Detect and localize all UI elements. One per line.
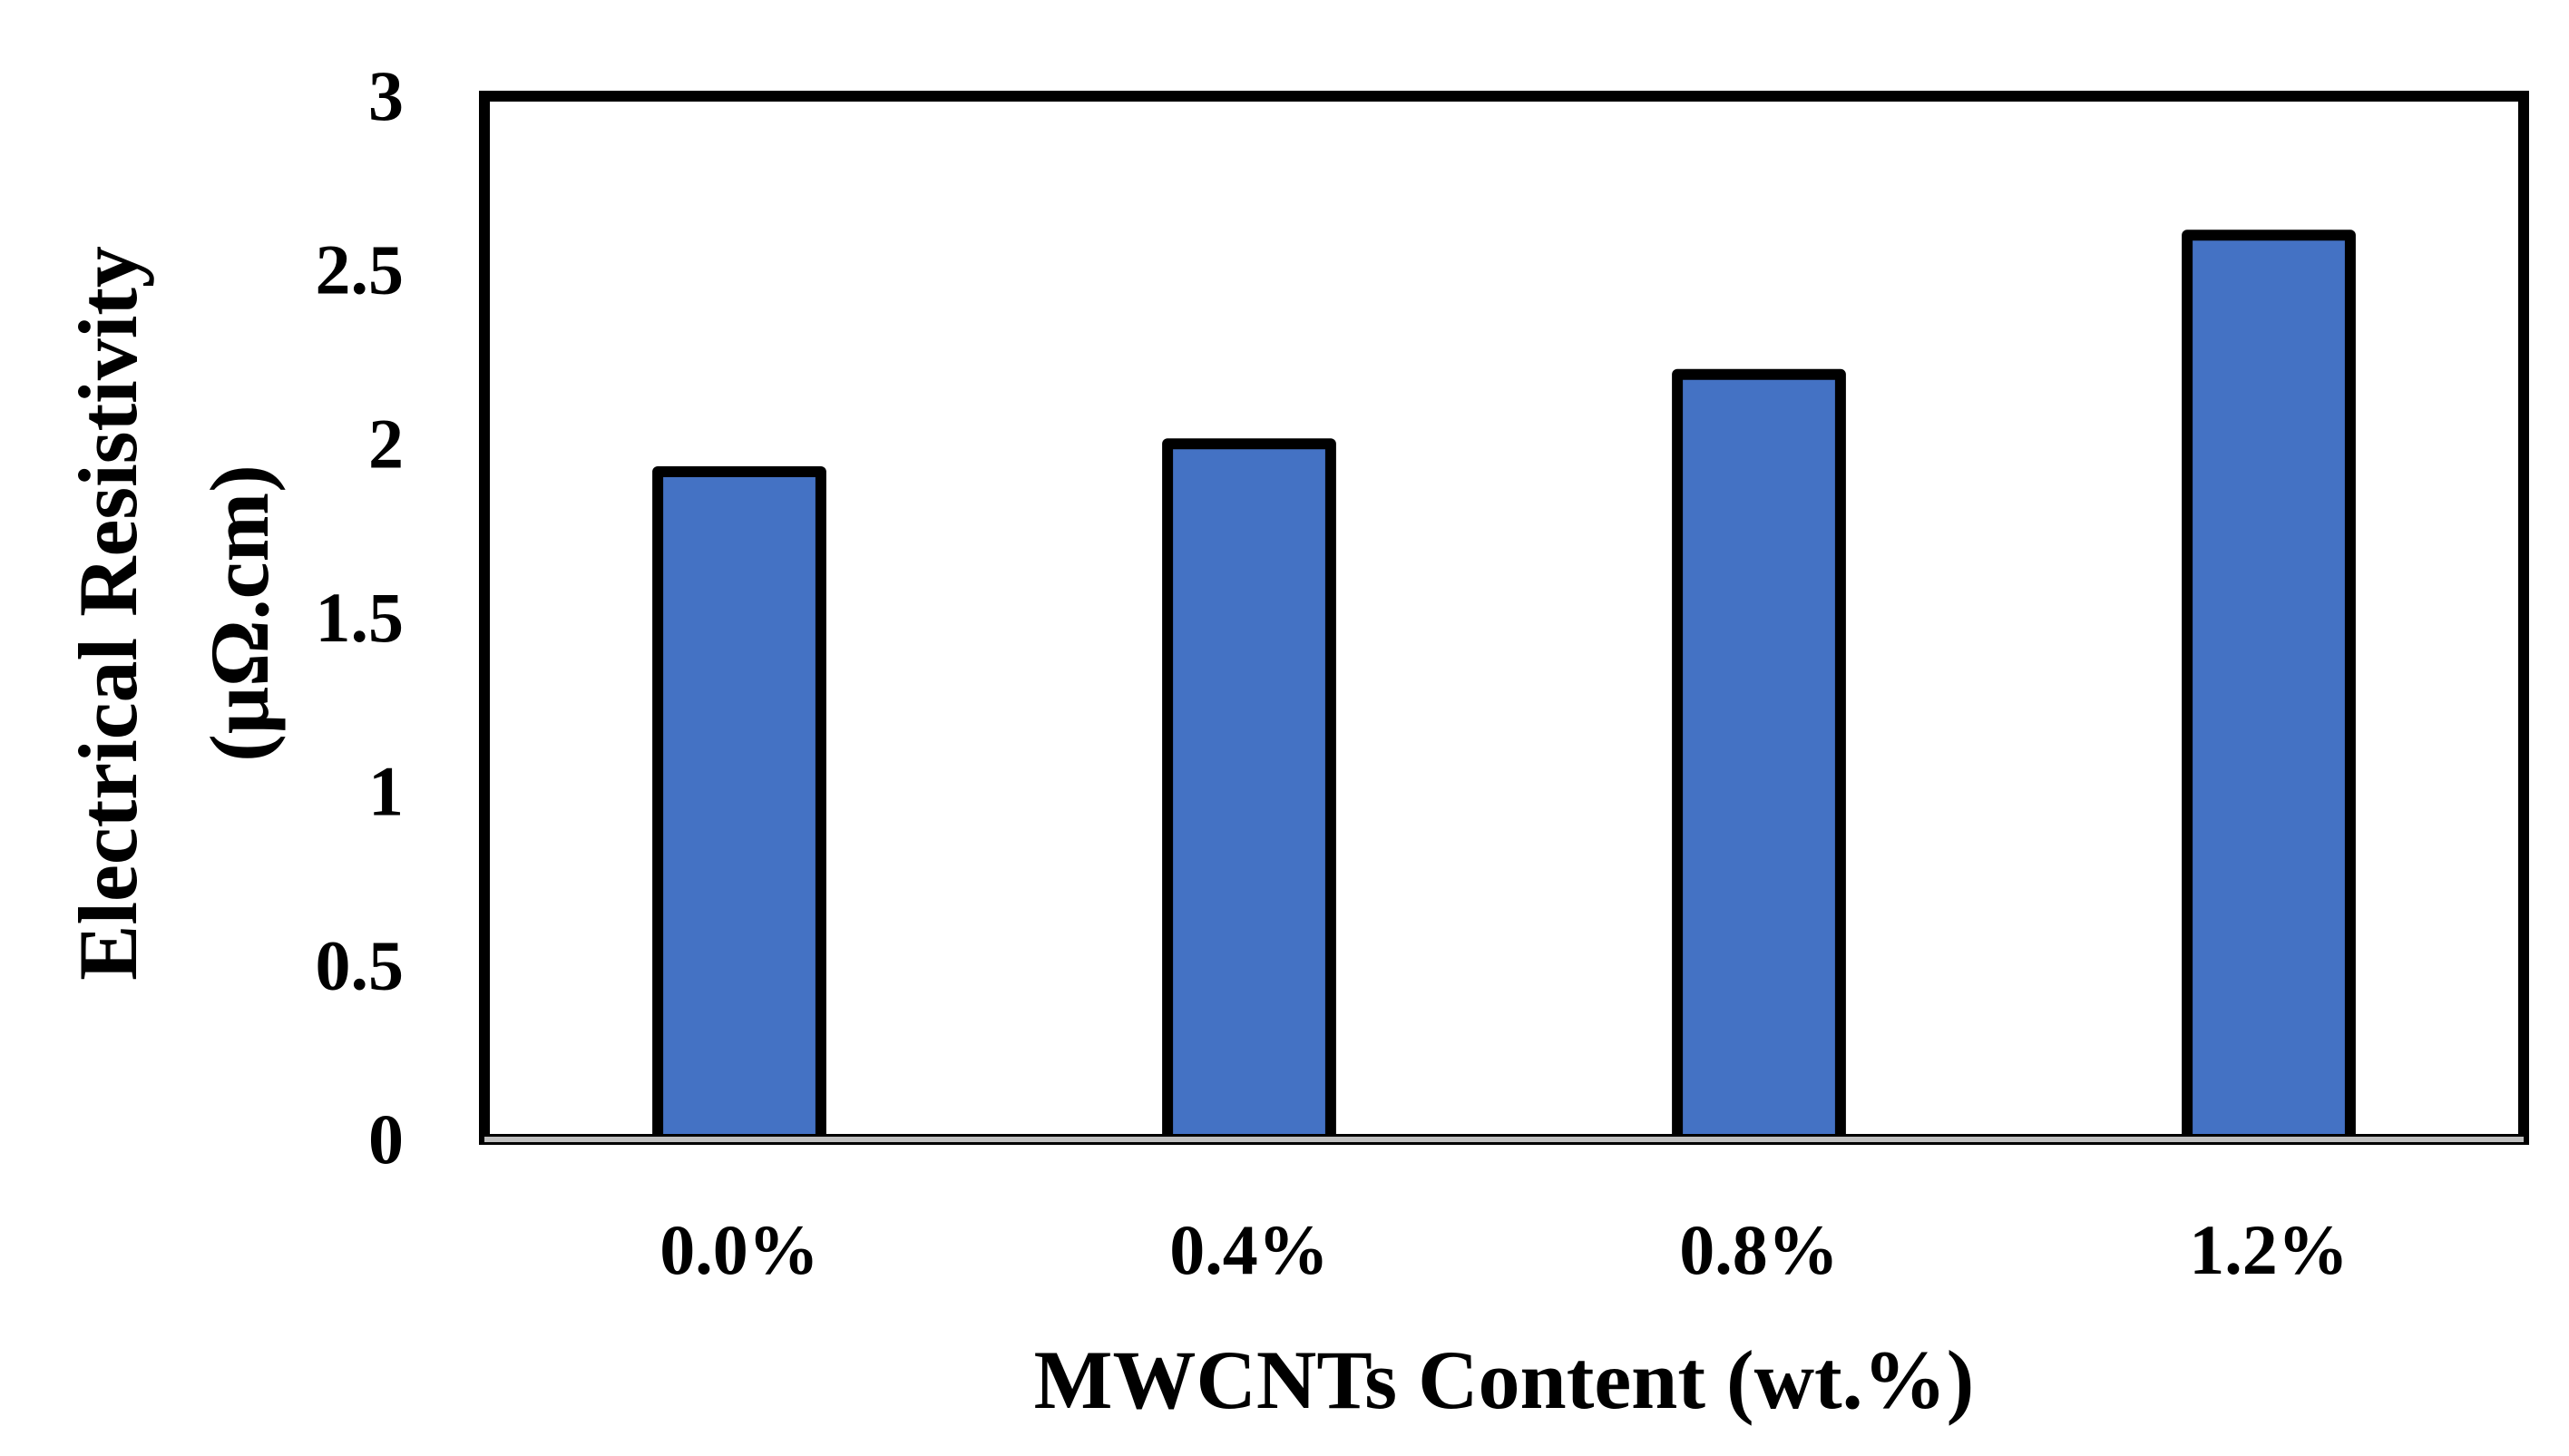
y-tick-label: 1.5: [316, 578, 405, 657]
y-tick-labels: 0 0.5 1 1.5 2 2.5 3: [316, 56, 405, 1178]
y-tick-label: 0.5: [316, 925, 405, 1004]
y-axis-title-line1: Electrical Resistivity: [62, 246, 154, 981]
bar-0.0%: [652, 466, 826, 1145]
bar-0.8%: [1672, 368, 1846, 1145]
y-tick-label: 1: [368, 752, 404, 831]
x-axis-title: MWCNTs Content (wt.%): [1034, 1334, 1975, 1426]
y-tick-label: 0: [368, 1099, 404, 1178]
bar-1.2%: [2182, 230, 2356, 1145]
x-tick-label: 1.2%: [2189, 1210, 2349, 1289]
x-tick-label: 0.0%: [659, 1210, 819, 1289]
x-tick-labels: 0.0% 0.4% 0.8% 1.2%: [659, 1210, 2349, 1289]
y-tick-label: 2: [368, 404, 404, 483]
x-tick-label: 0.4%: [1169, 1210, 1329, 1289]
y-tick-label: 2.5: [316, 230, 405, 309]
x-tick-label: 0.8%: [1679, 1210, 1839, 1289]
bars-group: [652, 230, 2356, 1145]
y-tick-label: 3: [368, 56, 404, 135]
bar-0.4%: [1162, 438, 1336, 1145]
y-axis-title-line2: (μΩ.cm): [193, 464, 286, 762]
